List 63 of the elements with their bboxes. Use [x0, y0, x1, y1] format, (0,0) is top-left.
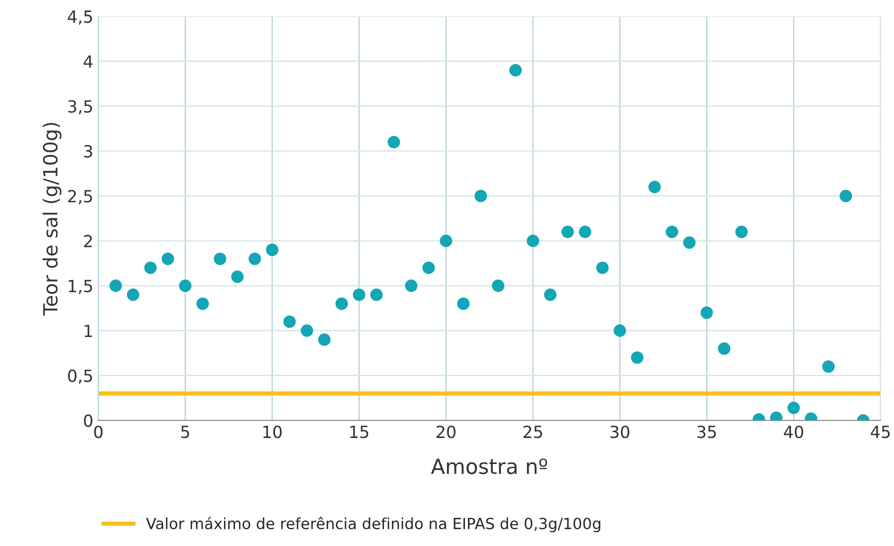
point — [457, 297, 470, 310]
y-tick-label: 3 — [84, 145, 92, 158]
point — [666, 226, 678, 238]
point — [422, 262, 435, 274]
x-tick-label: 5 — [181, 426, 190, 438]
x-tick-label: 30 — [610, 426, 630, 438]
x-tick-label: 45 — [870, 426, 890, 438]
point — [370, 288, 383, 301]
point — [388, 136, 400, 148]
point — [440, 234, 452, 248]
point — [352, 288, 366, 301]
x-tick-label: 40 — [784, 426, 804, 438]
x-axis-title: Amostra nº — [430, 458, 548, 474]
point — [335, 297, 348, 310]
point — [248, 252, 261, 266]
point — [840, 190, 852, 202]
y-tick-label: 0,5 — [68, 369, 92, 384]
point — [474, 190, 487, 202]
y-tick-label: 1,5 — [68, 280, 92, 294]
point — [231, 270, 244, 283]
y-axis-title: Teor de sal (g/100g) — [42, 122, 62, 316]
point — [718, 342, 730, 355]
y-tick-label: 1 — [84, 324, 92, 337]
point — [196, 297, 209, 310]
x-tick-label: 10 — [263, 426, 282, 438]
point — [318, 333, 331, 346]
point — [526, 234, 540, 248]
point — [700, 306, 713, 319]
x-tick-label: 35 — [697, 426, 716, 438]
legend-label: Valor máximo de referência definido na EIPAS de 0,3g/100g — [146, 516, 600, 532]
point — [283, 315, 296, 328]
point — [405, 280, 418, 292]
point — [631, 351, 644, 364]
y-tick-label: 4,5 — [68, 10, 92, 25]
point — [110, 280, 122, 292]
point — [300, 324, 314, 337]
x-tick-label: 15 — [350, 426, 368, 438]
point — [544, 288, 557, 301]
point — [214, 252, 226, 266]
y-tick-label: 0 — [84, 414, 92, 427]
point — [179, 280, 192, 292]
x-tick-label: 0 — [94, 426, 103, 438]
point — [614, 324, 626, 337]
y-tick-label: 3,5 — [68, 100, 92, 114]
point — [509, 64, 522, 76]
point — [787, 402, 800, 414]
point — [561, 226, 574, 238]
y-tick-label: 4 — [84, 55, 93, 68]
point — [492, 280, 504, 292]
point — [735, 226, 748, 238]
point — [648, 180, 661, 194]
point — [162, 252, 174, 266]
point — [683, 236, 696, 249]
y-tick-label: 2,5 — [68, 190, 92, 204]
x-tick-label: 25 — [524, 426, 542, 438]
point — [822, 360, 835, 373]
point — [596, 262, 609, 274]
x-tick-label: 20 — [436, 426, 456, 438]
point — [144, 262, 157, 274]
point — [126, 288, 140, 301]
point — [578, 226, 592, 238]
point — [266, 244, 278, 256]
y-tick-label: 2 — [84, 234, 92, 248]
